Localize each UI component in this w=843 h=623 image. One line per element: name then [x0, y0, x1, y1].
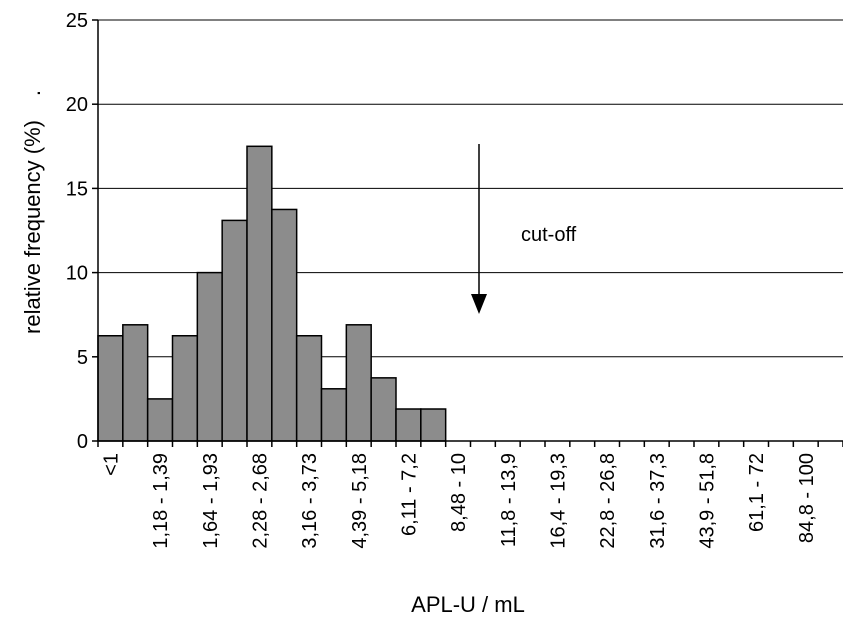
x-tick-label: <1 [100, 453, 122, 476]
histogram-bar [171, 335, 199, 442]
cut-off-arrow-head [471, 294, 487, 314]
histogram-bar [122, 324, 149, 442]
x-ticks [97, 441, 843, 447]
x-tick-label: 31,6 - 37,3 [647, 453, 669, 549]
histogram-bar [146, 398, 174, 442]
x-tick-label: 16,4 - 19,3 [547, 453, 569, 549]
histogram-bar [420, 408, 447, 442]
x-tick-label: 4,39 - 5,18 [349, 453, 371, 549]
y-tick-label: 0 [77, 431, 88, 453]
histogram-bar [271, 208, 298, 442]
x-tick-label: 1,18 - 1,39 [150, 453, 172, 549]
y-tick-label: 5 [77, 347, 88, 369]
x-axis-title: APL-U / mL [411, 592, 525, 617]
x-tick-label: 22,8 - 26,8 [597, 453, 619, 549]
x-tick-label: 11,8 - 13,9 [498, 453, 520, 547]
x-tick-label: 61,1 - 72 [746, 453, 768, 532]
bars [97, 145, 447, 442]
x-tick-label: 6,11 - 7,2 [398, 453, 420, 536]
x-tick-label: 8,48 - 10 [448, 453, 470, 532]
x-tick-label: 1,64 - 1,93 [200, 453, 222, 549]
cut-off-label: cut-off [521, 224, 577, 246]
histogram-bar [221, 219, 248, 442]
y-axis-title-suffix: . [20, 90, 45, 96]
histogram-bar [345, 324, 372, 442]
y-tick-label: 20 [66, 94, 88, 116]
x-tick-label: 43,9 - 51,8 [696, 453, 718, 549]
y-ticks: 0 5 10 15 20 25 [66, 10, 98, 453]
histogram-bar [295, 335, 323, 442]
histogram-bar [320, 388, 348, 442]
y-tick-label: 15 [66, 178, 88, 200]
x-tick-label: 2,28 - 2,68 [249, 453, 271, 549]
x-tick-label: 84,8 - 100 [796, 453, 818, 543]
histogram-bar [196, 271, 223, 442]
histogram-bar [395, 408, 422, 442]
y-axis-title: relative frequency (%) [20, 120, 45, 334]
y-tick-label: 25 [66, 10, 88, 32]
x-tick-label: 3,16 - 3,73 [299, 453, 321, 549]
x-tick-labels: <1 1,18 - 1,39 1,64 - 1,93 2,28 - 2,68 3,16 … [100, 453, 817, 549]
histogram-bar [97, 335, 124, 442]
histogram-bar [246, 145, 273, 442]
cut-off-annotation: cut-off [471, 144, 577, 314]
y-tick-label: 10 [66, 263, 88, 285]
histogram-bar [370, 377, 397, 442]
